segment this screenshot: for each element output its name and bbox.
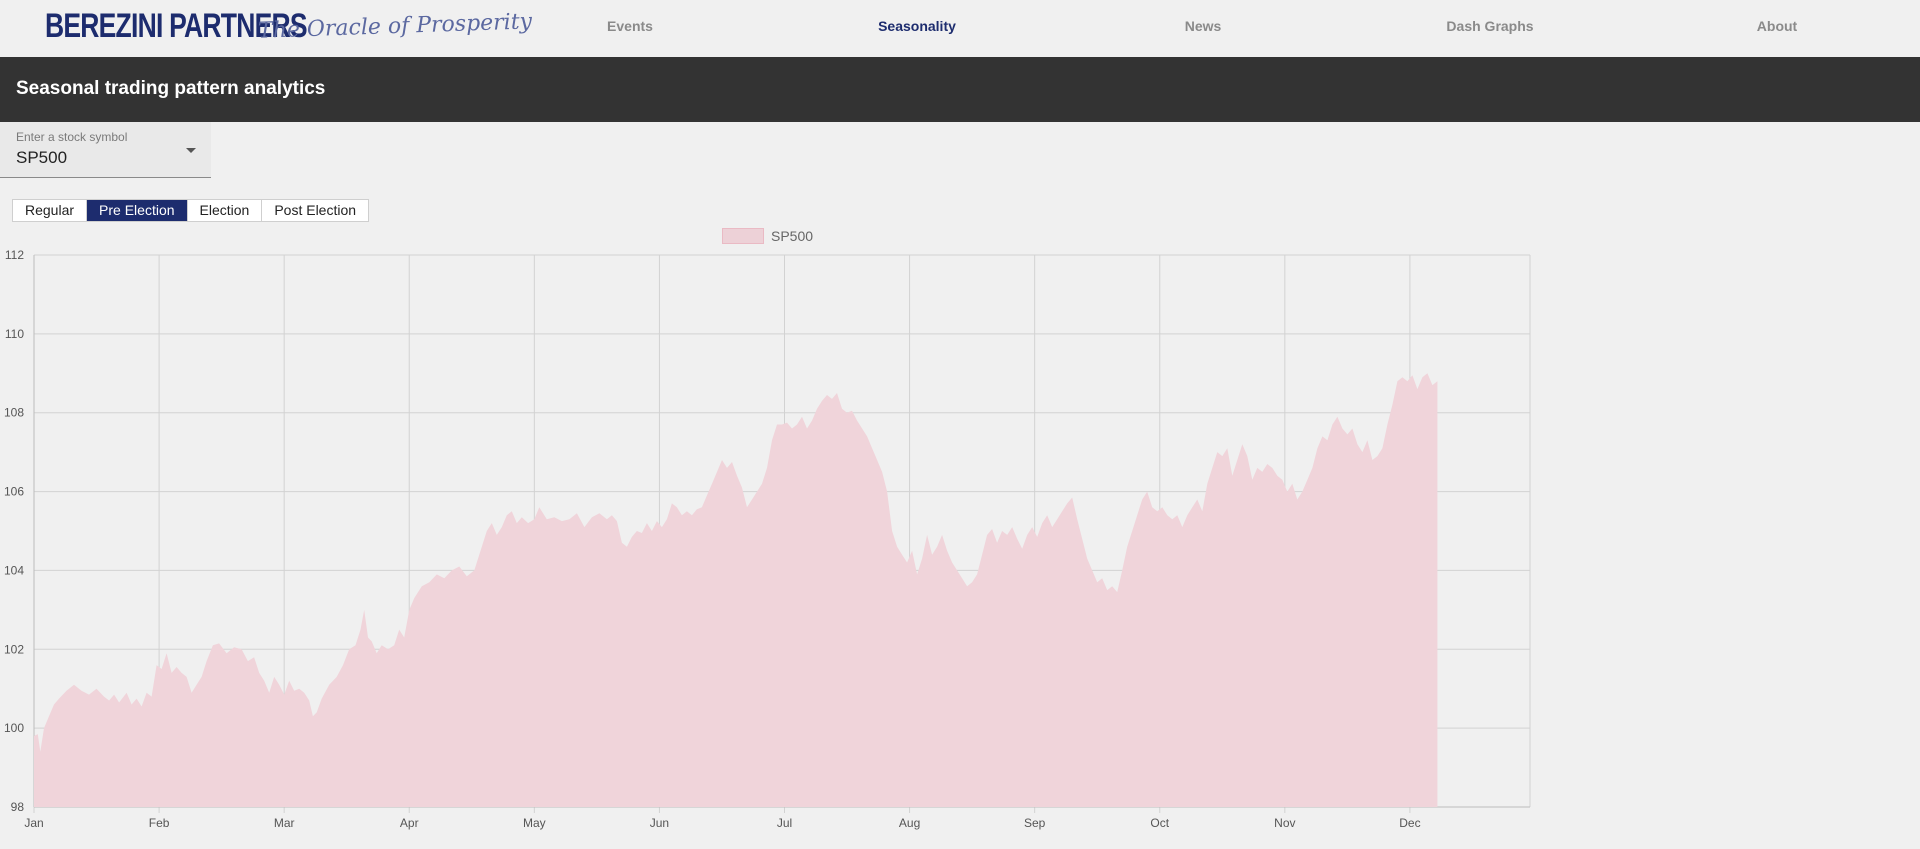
brand-logo[interactable]: BEREZINI PARTNERS The Oracle of Prosperi… bbox=[45, 4, 532, 58]
y-tick-label: 110 bbox=[5, 327, 24, 341]
stock-symbol-label: Enter a stock symbol bbox=[16, 130, 128, 144]
page-title: Seasonal trading pattern analytics bbox=[16, 78, 326, 99]
y-tick-label: 98 bbox=[11, 800, 25, 814]
chart-area-layer bbox=[34, 373, 1438, 807]
dropdown-caret-icon[interactable] bbox=[186, 148, 196, 153]
stock-symbol-value[interactable]: SP500 bbox=[16, 148, 68, 167]
y-tick-label: 112 bbox=[5, 248, 24, 262]
main-nav: Events Seasonality News Dash Graphs Abou… bbox=[0, 0, 1920, 57]
chart-x-axis: Jan Feb Mar Apr May Jun Jul Aug Sep Oct Nov Dec bbox=[24, 816, 1420, 830]
x-tick-label: Aug bbox=[899, 816, 920, 830]
x-tick-label: Oct bbox=[1150, 816, 1169, 830]
tab-post-election[interactable]: Post Election bbox=[262, 200, 369, 221]
x-tick-label: Jun bbox=[650, 816, 669, 830]
nav-about[interactable]: About bbox=[1756, 18, 1798, 34]
stock-symbol-select[interactable]: Enter a stock symbol SP500 bbox=[0, 122, 211, 178]
y-tick-label: 108 bbox=[4, 406, 24, 420]
nav-news[interactable]: News bbox=[1184, 18, 1222, 34]
tab-pre-election[interactable]: Pre Election bbox=[87, 200, 188, 221]
y-tick-label: 106 bbox=[4, 485, 24, 499]
nav-events[interactable]: Events bbox=[607, 18, 653, 34]
tab-regular[interactable]: Regular bbox=[13, 200, 88, 221]
seasonality-chart: 98 100 102 104 106 108 110 112 Jan Feb Mar Apr May J… bbox=[0, 225, 1540, 849]
page-title-bar: Seasonal trading pattern analytics bbox=[0, 57, 1920, 122]
x-tick-label: May bbox=[523, 816, 546, 830]
chart-y-axis: 98 100 102 104 106 108 110 112 bbox=[4, 248, 24, 814]
tab-election[interactable]: Election bbox=[187, 200, 263, 221]
x-tick-label: Jul bbox=[777, 816, 792, 830]
legend-swatch bbox=[722, 228, 764, 244]
chart-legend[interactable]: SP500 bbox=[722, 228, 813, 244]
x-tick-label: Apr bbox=[400, 816, 419, 830]
x-tick-label: Sep bbox=[1024, 816, 1046, 830]
top-navbar: BEREZINI PARTNERS The Oracle of Prosperi… bbox=[0, 0, 1920, 57]
x-tick-label: Nov bbox=[1274, 816, 1295, 830]
y-tick-label: 102 bbox=[4, 642, 24, 656]
x-tick-label: Mar bbox=[274, 816, 295, 830]
x-tick-label: Jan bbox=[24, 816, 43, 830]
series-area-sp500 bbox=[34, 373, 1438, 807]
y-tick-label: 104 bbox=[4, 563, 24, 577]
y-tick-label: 100 bbox=[4, 721, 24, 735]
nav-seasonality[interactable]: Seasonality bbox=[878, 18, 956, 34]
legend-label: SP500 bbox=[771, 228, 814, 244]
x-tick-label: Dec bbox=[1399, 816, 1420, 830]
nav-dash-graphs[interactable]: Dash Graphs bbox=[1446, 18, 1534, 34]
x-tick-label: Feb bbox=[149, 816, 170, 830]
election-cycle-tabs: Regular Pre Election Election Post Elect… bbox=[12, 199, 370, 222]
